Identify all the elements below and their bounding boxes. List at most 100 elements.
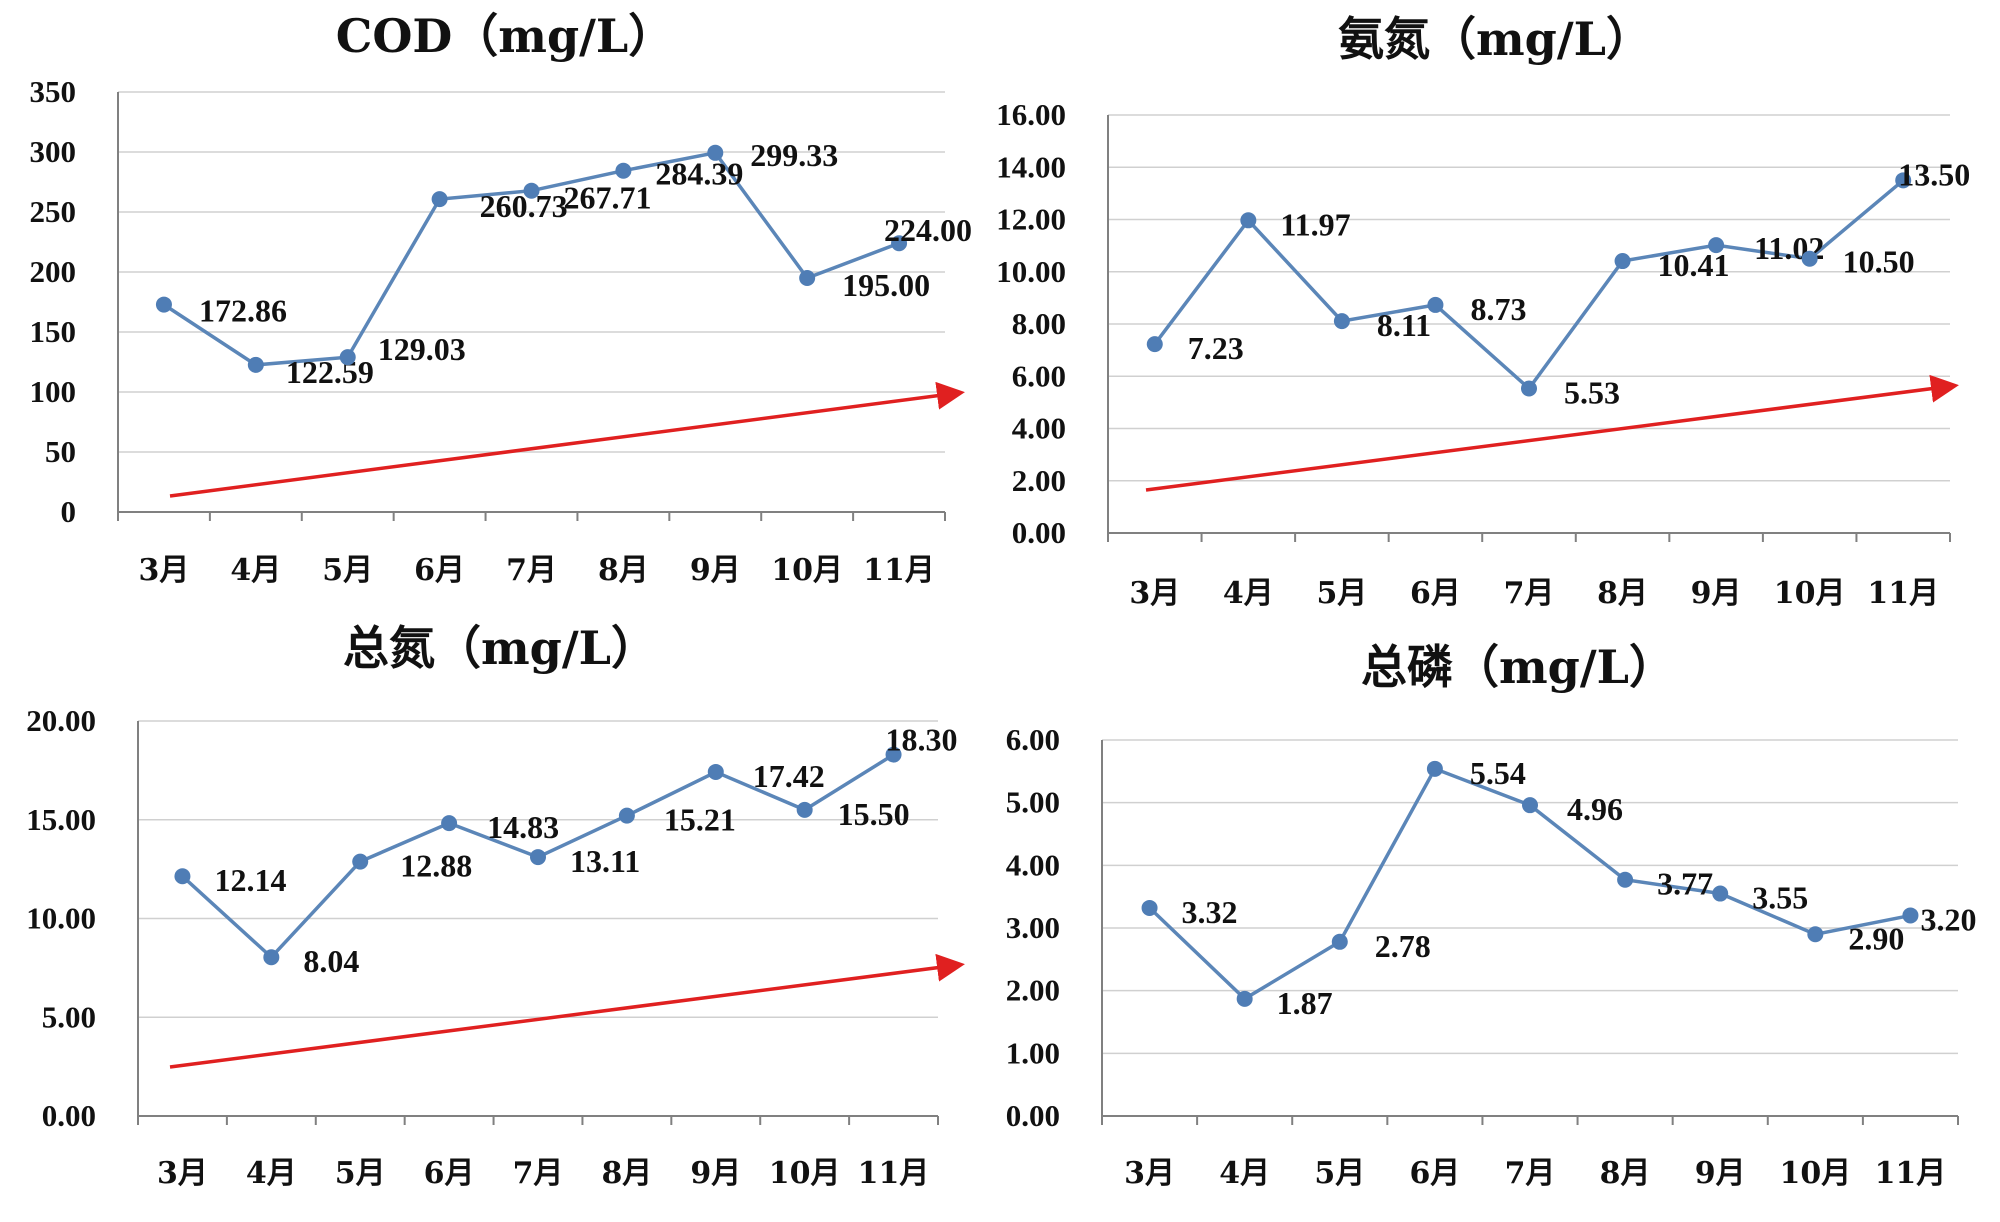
data-point <box>1236 990 1253 1007</box>
data-label: 2.90 <box>1848 920 1904 956</box>
data-point <box>263 949 280 966</box>
data-label: 195.00 <box>842 267 930 303</box>
data-point <box>155 296 172 313</box>
x-tick-label: 5月 <box>1314 1156 1365 1191</box>
x-tick-label: 4月 <box>1223 576 1274 611</box>
data-label: 122.59 <box>286 354 374 390</box>
y-tick-label: 14.00 <box>996 149 1066 184</box>
y-tick-label: 2.00 <box>1012 463 1066 498</box>
data-label: 3.32 <box>1182 894 1238 930</box>
x-tick-label: 11月 <box>858 1156 930 1191</box>
data-point <box>1333 313 1350 330</box>
y-tick-label: 3.00 <box>1006 910 1060 945</box>
x-tick-label: 3月 <box>139 553 190 588</box>
chart-title: 氨氮（mg/L） <box>1338 12 1652 66</box>
data-point <box>707 144 724 161</box>
y-tick-label: 150 <box>30 314 77 349</box>
data-label: 3.77 <box>1657 866 1713 902</box>
data-point <box>1708 237 1725 254</box>
data-point <box>1521 380 1537 397</box>
data-point <box>1807 926 1824 943</box>
y-tick-label: 50 <box>45 434 76 469</box>
data-label: 15.50 <box>838 796 910 832</box>
data-point <box>1141 899 1158 916</box>
data-label: 14.83 <box>487 809 559 845</box>
data-point <box>891 235 908 252</box>
x-tick-label: 9月 <box>1695 1156 1746 1191</box>
y-tick-label: 200 <box>30 254 77 289</box>
chart-3: 总氮（mg/L） 0.00 5.00 10.00 15.00 20.00 3月 4月 5月 6月 7… <box>26 621 965 1191</box>
y-tick-label: 15.00 <box>26 802 96 837</box>
x-tick-label: 9月 <box>690 553 741 588</box>
data-point <box>799 270 816 286</box>
x-tick-label: 4月 <box>246 1156 297 1191</box>
data-label: 129.03 <box>378 331 466 367</box>
y-tick-label: 10.00 <box>996 254 1066 289</box>
x-tick-label: 4月 <box>1219 1156 1270 1191</box>
x-tick-label: 8月 <box>598 553 649 588</box>
x-tick-label: 3月 <box>1124 1156 1175 1191</box>
data-point <box>885 746 902 763</box>
x-tick-label: 11月 <box>1875 1156 1947 1191</box>
x-tick-label: 7月 <box>506 553 557 588</box>
y-tick-label: 6.00 <box>1006 722 1060 757</box>
y-tick-label: 20.00 <box>26 703 96 738</box>
data-label: 224.00 <box>884 212 972 248</box>
data-point <box>174 868 191 885</box>
data-point <box>1426 760 1443 777</box>
x-tick-label: 10月 <box>771 553 843 588</box>
data-label: 8.73 <box>1470 291 1526 327</box>
y-tick-label: 4.00 <box>1006 847 1060 882</box>
y-tick-label: 8.00 <box>1012 306 1066 341</box>
data-label: 18.30 <box>886 722 958 758</box>
x-tick-label: 11月 <box>1867 576 1939 611</box>
data-label: 2.78 <box>1375 928 1431 964</box>
chart-title: 总磷（mg/L） <box>1361 640 1675 694</box>
data-label: 13.50 <box>1898 156 1970 192</box>
data-point <box>1240 212 1257 229</box>
data-point <box>1902 907 1919 924</box>
data-point <box>796 801 813 818</box>
chart-4: 总磷（mg/L） 0.00 1.00 2.00 3.00 4.00 5.00 6.00 3月 4月… <box>1006 640 1977 1191</box>
x-tick-label: 3月 <box>157 1156 208 1191</box>
data-point <box>523 182 540 199</box>
data-label: 260.73 <box>480 188 568 224</box>
x-tick-label: 10月 <box>769 1156 841 1191</box>
chart-1: COD（mg/L） 0 50 100 150 200 250 300 350 3月 4月 5月 6月 7月… <box>30 9 973 588</box>
y-tick-label: 0 <box>61 494 77 529</box>
data-point <box>352 853 369 870</box>
data-point <box>339 349 356 366</box>
data-point <box>618 807 635 824</box>
data-label: 15.21 <box>664 802 736 838</box>
data-label: 8.11 <box>1377 307 1431 343</box>
x-tick-label: 4月 <box>230 553 281 588</box>
data-label: 284.39 <box>655 156 743 192</box>
y-tick-label: 1.00 <box>1006 1035 1060 1070</box>
trend-arrow <box>169 953 965 1069</box>
x-tick-label: 7月 <box>1505 1156 1556 1191</box>
data-label: 172.86 <box>199 293 287 329</box>
data-point <box>1331 933 1348 950</box>
x-tick-label: 10月 <box>1774 576 1846 611</box>
x-tick-label: 7月 <box>513 1156 564 1191</box>
data-point <box>707 763 724 780</box>
x-tick-label: 6月 <box>424 1156 475 1191</box>
y-tick-label: 6.00 <box>1012 358 1066 393</box>
data-label: 10.41 <box>1658 247 1730 283</box>
data-label: 8.04 <box>303 943 359 979</box>
y-tick-label: 0.00 <box>1006 1098 1060 1133</box>
x-tick-label: 6月 <box>1410 576 1461 611</box>
x-tick-label: 6月 <box>414 553 465 588</box>
data-point <box>441 815 458 832</box>
y-tick-label: 5.00 <box>1006 785 1060 820</box>
data-label: 299.33 <box>750 137 838 173</box>
y-tick-label: 350 <box>30 74 77 109</box>
x-tick-label: 8月 <box>601 1156 652 1191</box>
y-tick-label: 2.00 <box>1006 973 1060 1008</box>
data-label: 3.55 <box>1752 880 1808 916</box>
data-label: 1.87 <box>1277 985 1333 1021</box>
x-tick-label: 5月 <box>1316 576 1367 611</box>
chart-title: 总氮（mg/L） <box>343 621 657 675</box>
data-label: 12.14 <box>214 862 286 898</box>
